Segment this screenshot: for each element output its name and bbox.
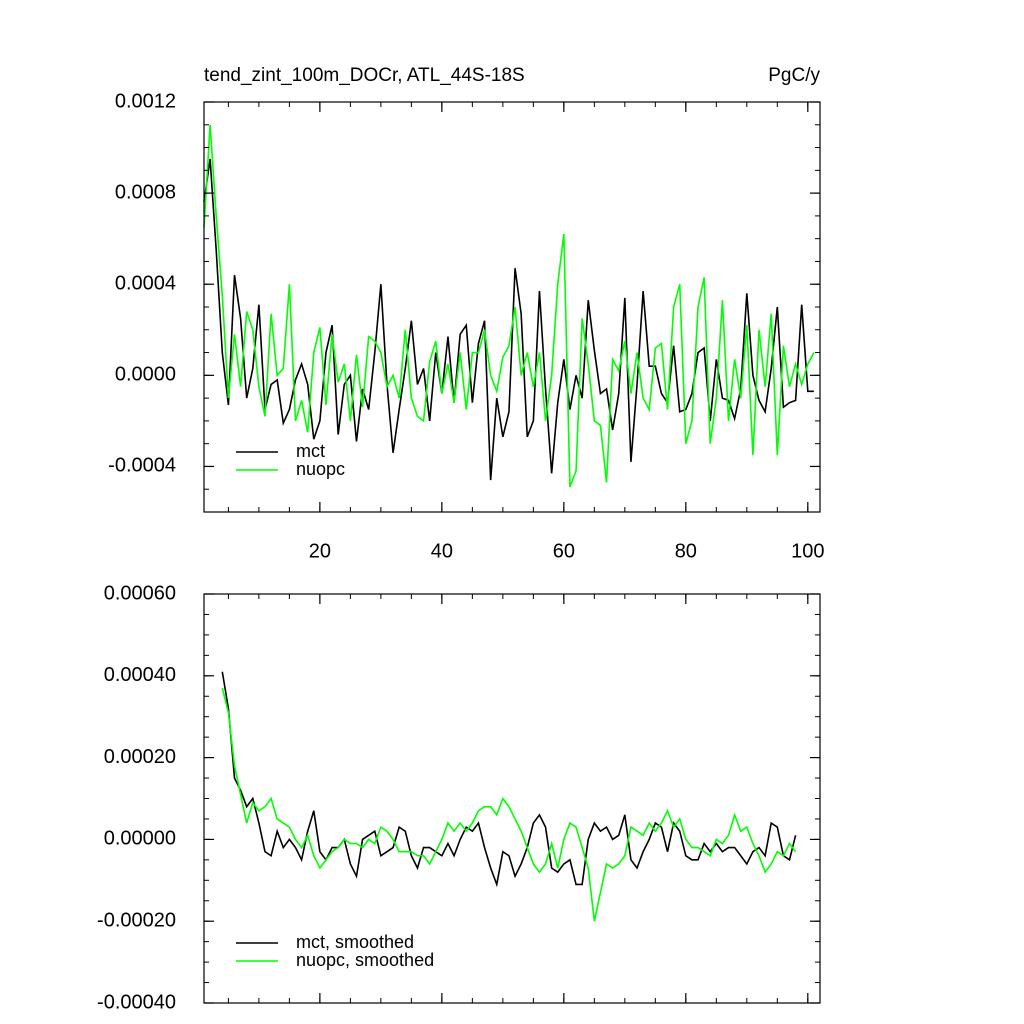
legend-label: mct [296, 441, 325, 461]
x-tick-label: 80 [675, 540, 697, 562]
y-tick-label: -0.0004 [108, 455, 176, 477]
legend-label: nuopc, smoothed [296, 950, 434, 970]
y-tick-label: 0.00000 [104, 828, 176, 850]
x-tick-label: 40 [431, 540, 453, 562]
y-tick-label: 0.0000 [115, 364, 176, 386]
chart-title: tend_zint_100m_DOCr, ATL_44S-18S [204, 65, 525, 86]
y-tick-label: -0.00040 [97, 991, 176, 1013]
x-tick-label: 60 [553, 540, 575, 562]
units-label: PgC/y [768, 65, 820, 86]
y-tick-label: 0.0008 [115, 181, 176, 203]
data-line [203, 124, 815, 488]
data-line [221, 671, 797, 888]
x-tick-label: 20 [309, 540, 331, 562]
legend-label: nuopc [296, 459, 345, 479]
y-tick-label: 0.00040 [104, 664, 176, 686]
y-tick-label: 0.0012 [115, 90, 176, 112]
y-tick-label: 0.0004 [115, 273, 176, 295]
data-line [221, 687, 797, 922]
legend-label: mct, smoothed [296, 932, 414, 952]
x-tick-label: 100 [791, 540, 824, 562]
y-tick-label: 0.00020 [104, 746, 176, 768]
y-tick-label: 0.00060 [104, 582, 176, 604]
data-line [203, 158, 814, 481]
y-tick-label: -0.00020 [97, 909, 176, 931]
